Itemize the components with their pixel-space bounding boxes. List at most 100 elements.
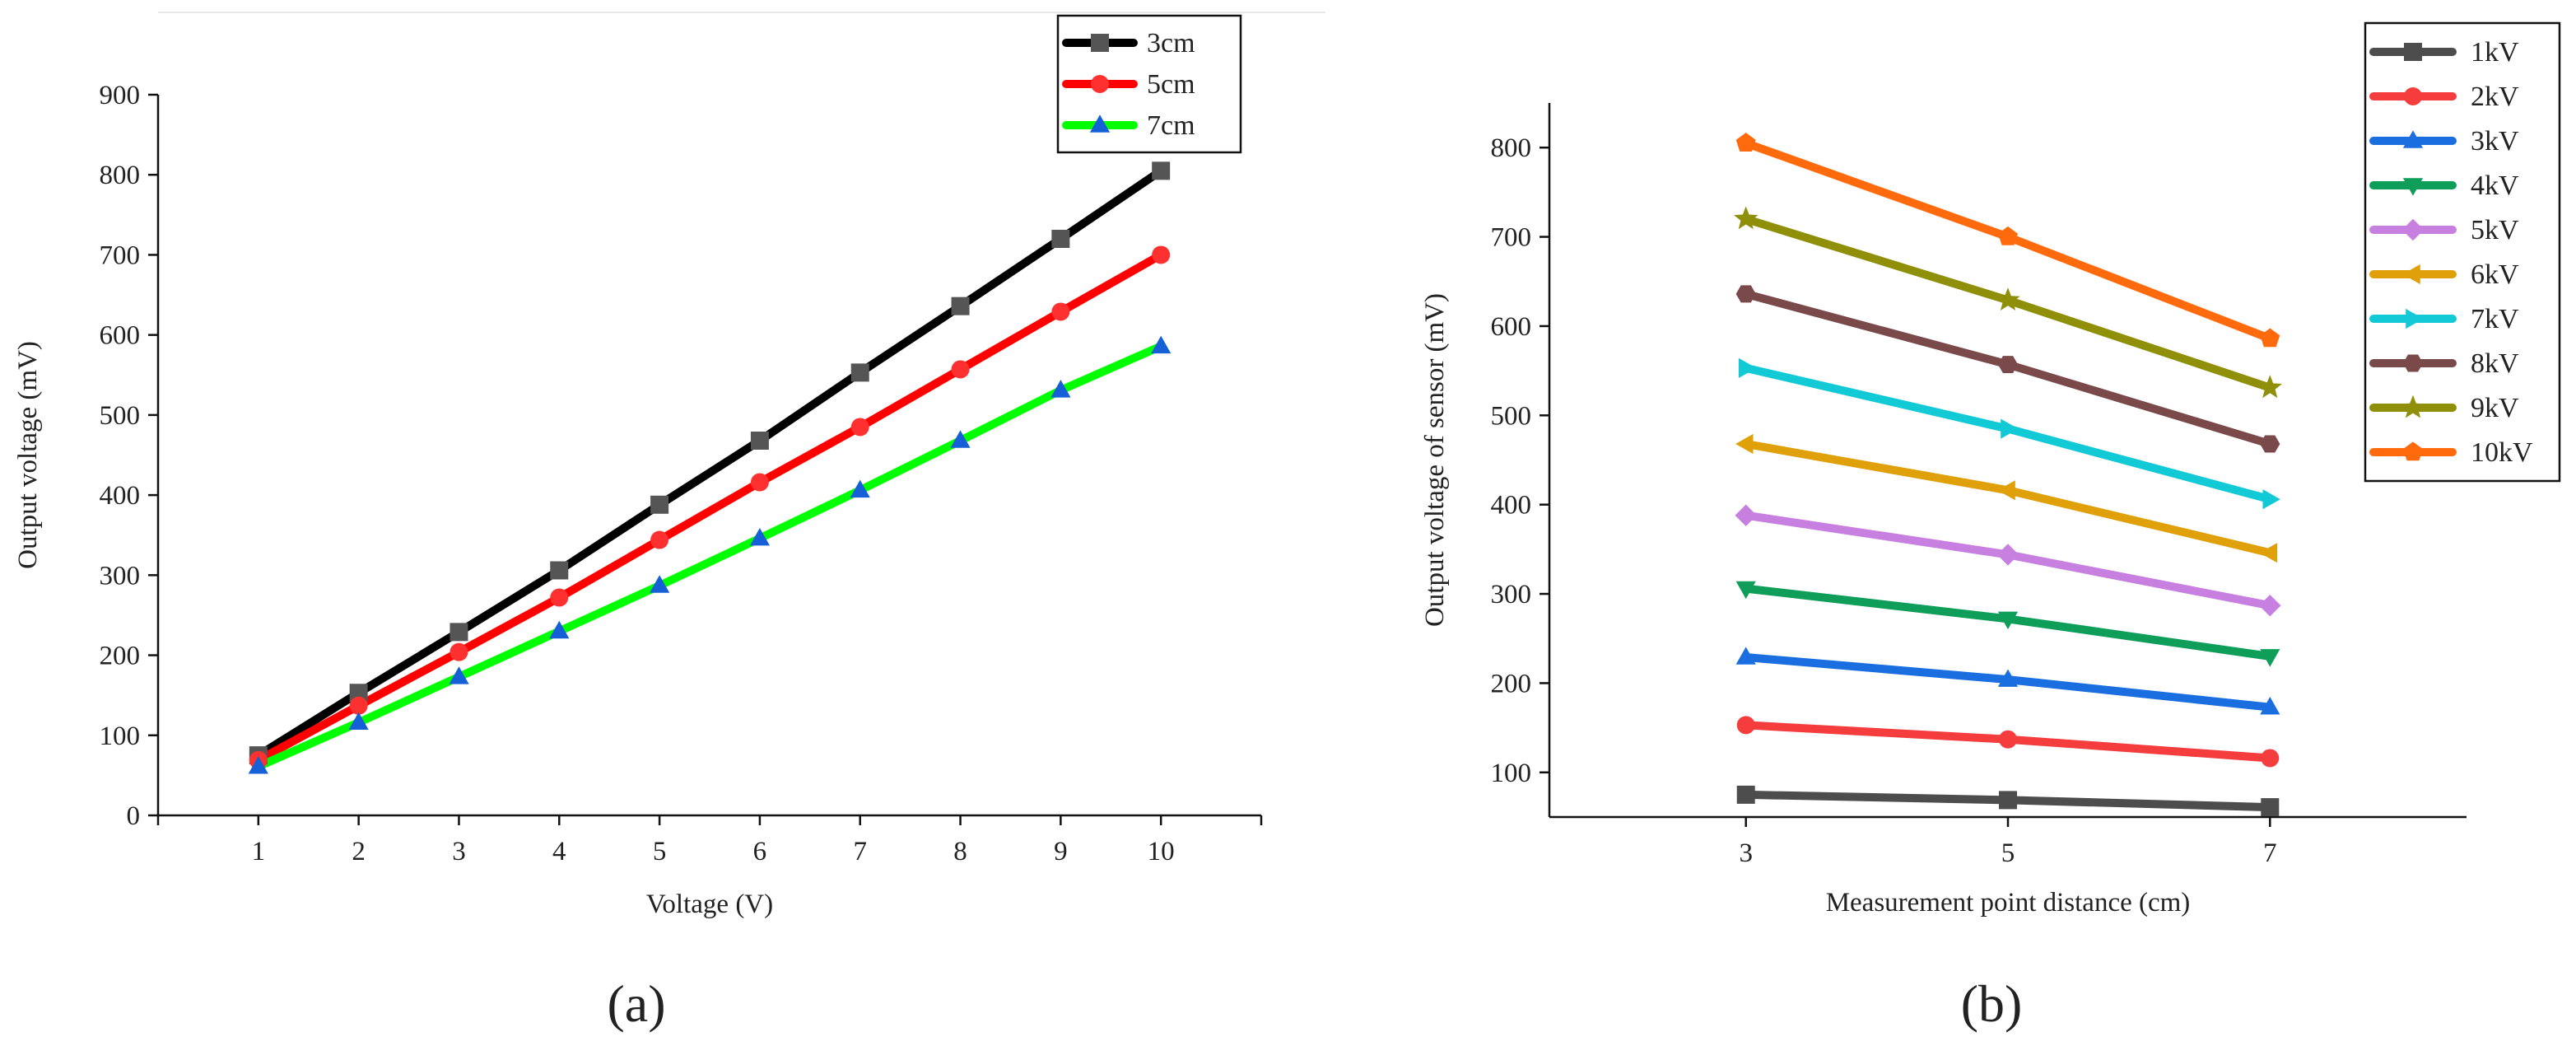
data-point-3cm	[850, 363, 869, 382]
data-point-9kV	[1734, 206, 1758, 230]
legend-label-6kV: 6kV	[2471, 259, 2519, 290]
x-tick-label: 6	[753, 837, 767, 866]
y-tick-label: 700	[100, 240, 141, 270]
data-point-7kV	[2262, 489, 2280, 510]
data-point-7cm	[749, 528, 770, 546]
data-point-3kV	[1997, 669, 2019, 687]
series-line-6kV	[1741, 440, 2275, 558]
legend-marker-3kV	[2402, 130, 2424, 148]
legend-marker-2kV	[2404, 87, 2422, 105]
data-point-10kV	[1998, 226, 2018, 245]
y-tick-label: 200	[100, 642, 141, 671]
legend-marker-5kV	[2401, 218, 2425, 241]
data-point-3kV	[1735, 647, 1756, 665]
legend-label-4kV: 4kV	[2471, 170, 2519, 201]
data-point-5cm	[550, 588, 569, 607]
legend-marker-7cm	[1089, 114, 1111, 133]
data-point-1kV	[1999, 791, 2017, 810]
data-point-3cm	[951, 297, 970, 315]
data-point-3cm	[1152, 161, 1171, 180]
legend-label-1kV: 1kV	[2471, 37, 2519, 68]
data-point-5cm	[450, 642, 468, 661]
legend-label-2kV: 2kV	[2471, 82, 2519, 112]
legend-label-8kV: 8kV	[2471, 348, 2519, 379]
x-tick-label: 3	[452, 837, 466, 866]
series-line-5cm	[254, 250, 1166, 764]
x-tick-label: 7	[2263, 838, 2277, 868]
data-point-1kV	[2261, 798, 2280, 817]
data-point-3cm	[550, 561, 569, 580]
data-point-5cm	[750, 473, 769, 492]
y-tick-label: 500	[100, 401, 141, 431]
y-tick-label: 800	[1491, 133, 1532, 163]
y-tick-label: 200	[1491, 669, 1532, 698]
data-point-5kV	[1996, 544, 2019, 566]
data-point-7cm	[650, 575, 670, 593]
legend-label-9kV: 9kV	[2471, 393, 2519, 423]
series-line-7cm	[254, 342, 1166, 771]
legend-marker-9kV	[2401, 395, 2425, 418]
data-point-8kV	[1997, 356, 2019, 373]
x-tick-label: 5	[2001, 838, 2015, 868]
data-point-5cm	[951, 360, 970, 379]
y-tick-label: 100	[100, 721, 141, 751]
data-point-5cm	[850, 418, 869, 437]
legend-marker-7kV	[2406, 308, 2424, 329]
data-point-6kV	[1735, 433, 1754, 455]
y-tick-label: 300	[100, 561, 141, 591]
legend-label-7kV: 7kV	[2471, 304, 2519, 334]
legend-label-10kV: 10kV	[2471, 437, 2533, 468]
panel-label: (b)	[1961, 974, 2023, 1033]
legend-label-7cm: 7cm	[1147, 110, 1195, 141]
data-point-6kV	[2259, 543, 2278, 563]
legend: 3cm 5cm 7cm	[1056, 14, 1242, 154]
y-tick-label: 100	[1491, 759, 1532, 788]
y-tick-label: 400	[100, 481, 141, 511]
x-tick-label: 10	[1148, 837, 1175, 866]
data-point-3cm	[750, 432, 769, 450]
x-tick-label: 9	[1054, 837, 1068, 866]
data-point-4kV	[1997, 611, 2019, 630]
panel-label: (a)	[607, 974, 665, 1033]
data-point-8kV	[1735, 285, 1756, 303]
x-tick-label: 7	[853, 837, 867, 866]
data-point-5cm	[349, 696, 368, 715]
y-tick-label: 600	[100, 321, 141, 351]
y-tick-label: 0	[127, 801, 141, 831]
data-point-3kV	[2260, 697, 2280, 715]
data-point-9kV	[2257, 375, 2282, 399]
x-tick-label: 3	[1739, 838, 1753, 868]
data-point-3cm	[349, 684, 368, 703]
data-point-1kV	[1736, 785, 1755, 804]
data-point-5cm	[650, 530, 669, 549]
data-point-4kV	[1735, 581, 1756, 600]
y-tick-label: 600	[1491, 312, 1532, 342]
y-tick-label: 300	[1491, 580, 1532, 609]
legend: 1kV 2kV 3kV 4kV 5kV 6kV 7kV 8kV 9kV 10kV	[2364, 21, 2561, 483]
data-point-5kV	[1735, 504, 1757, 526]
data-point-5cm	[1051, 302, 1070, 321]
data-point-2kV	[1736, 716, 1755, 735]
y-tick-label: 500	[1491, 401, 1532, 431]
data-point-7cm	[950, 430, 971, 448]
x-tick-label: 1	[252, 837, 266, 866]
data-point-10kV	[2260, 328, 2280, 348]
data-point-2kV	[2261, 749, 2280, 768]
data-point-7cm	[850, 479, 870, 498]
data-point-7cm	[348, 712, 369, 730]
data-point-2kV	[1999, 730, 2017, 749]
y-tick-label: 700	[1491, 223, 1532, 253]
data-point-7cm	[248, 756, 268, 774]
x-axis-title: Voltage (V)	[646, 890, 773, 919]
data-point-7kV	[2001, 418, 2019, 439]
legend-marker-4kV	[2402, 178, 2424, 196]
chart-panel-a: 0 100 200 300 400 500 600 700 800 900 1 2 3 4 5 6 7 8 9 10 O…	[13, 12, 1325, 1033]
data-point-8kV	[2260, 435, 2280, 453]
legend-marker-1kV	[2404, 43, 2422, 61]
legend-marker-6kV	[2402, 264, 2420, 285]
legend-marker-8kV	[2402, 354, 2424, 372]
y-tick-label: 400	[1491, 491, 1532, 521]
data-point-6kV	[1997, 480, 2015, 501]
legend-label-5cm: 5cm	[1147, 69, 1195, 100]
y-tick-label: 800	[100, 161, 141, 190]
